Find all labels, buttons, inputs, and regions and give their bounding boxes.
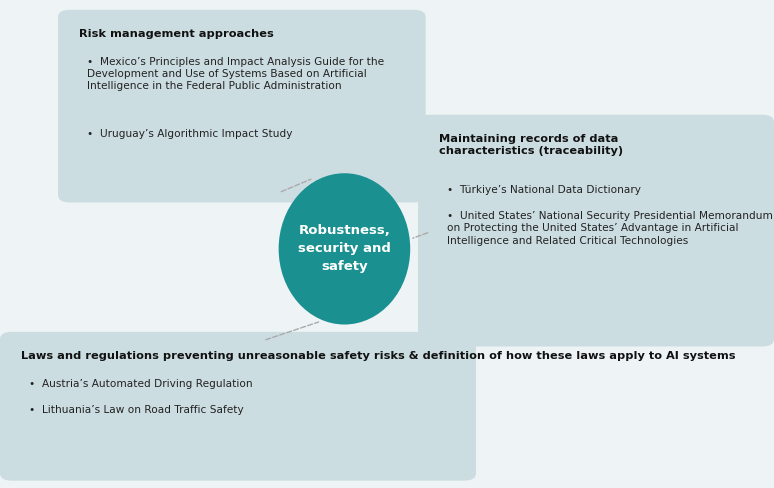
Text: •  Uruguay’s Algorithmic Impact Study: • Uruguay’s Algorithmic Impact Study xyxy=(87,129,293,139)
Text: Robustness,
security and
safety: Robustness, security and safety xyxy=(298,224,391,273)
Text: •  Türkiye’s National Data Dictionary: • Türkiye’s National Data Dictionary xyxy=(447,185,641,195)
Text: •  Lithuania’s Law on Road Traffic Safety: • Lithuania’s Law on Road Traffic Safety xyxy=(29,405,243,414)
FancyBboxPatch shape xyxy=(418,115,774,346)
Text: •  Mexico’s Principles and Impact Analysis Guide for the
Development and Use of : • Mexico’s Principles and Impact Analysi… xyxy=(87,57,384,91)
Ellipse shape xyxy=(279,173,410,325)
FancyBboxPatch shape xyxy=(58,10,426,203)
Text: •  Austria’s Automated Driving Regulation: • Austria’s Automated Driving Regulation xyxy=(29,379,252,388)
Text: Maintaining records of data
characteristics (traceability): Maintaining records of data characterist… xyxy=(439,134,623,156)
Text: •  United States’ National Security Presidential Memorandum
on Protecting the Un: • United States’ National Security Presi… xyxy=(447,211,772,245)
Text: Risk management approaches: Risk management approaches xyxy=(79,29,274,39)
FancyBboxPatch shape xyxy=(0,332,476,481)
Text: Laws and regulations preventing unreasonable safety risks & definition of how th: Laws and regulations preventing unreason… xyxy=(21,351,735,361)
